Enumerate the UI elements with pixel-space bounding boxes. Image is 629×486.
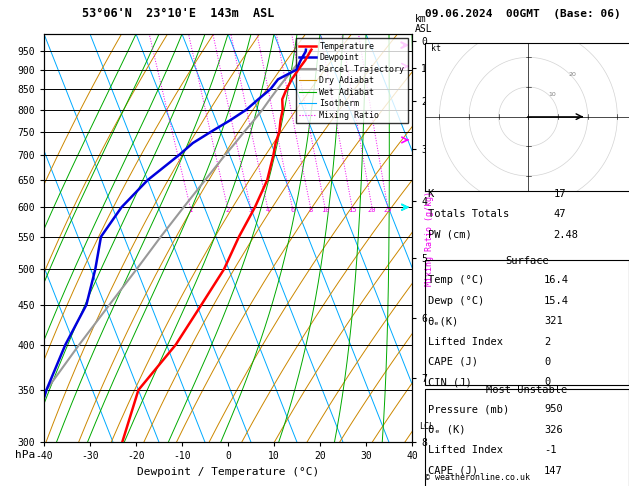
Text: 147: 147	[544, 466, 563, 476]
Text: © weatheronline.co.uk: © weatheronline.co.uk	[425, 473, 530, 482]
X-axis label: Dewpoint / Temperature (°C): Dewpoint / Temperature (°C)	[137, 467, 319, 477]
Text: 0: 0	[544, 378, 550, 387]
Text: Surface: Surface	[505, 257, 548, 266]
Text: 8: 8	[308, 207, 313, 213]
Text: 6: 6	[290, 207, 294, 213]
Text: Dewp (°C): Dewp (°C)	[428, 296, 484, 306]
Text: 321: 321	[544, 316, 563, 326]
Text: CIN (J): CIN (J)	[428, 378, 472, 387]
Text: kt: kt	[430, 44, 440, 53]
Text: Most Unstable: Most Unstable	[486, 385, 567, 396]
Text: Lifted Index: Lifted Index	[428, 337, 503, 347]
Text: ASL: ASL	[415, 24, 433, 34]
Text: θₑ (K): θₑ (K)	[428, 425, 465, 435]
Text: 2: 2	[544, 337, 550, 347]
Text: 326: 326	[544, 425, 563, 435]
Text: CAPE (J): CAPE (J)	[428, 357, 477, 367]
Text: 10: 10	[548, 92, 556, 98]
Text: 20: 20	[368, 207, 376, 213]
Text: CAPE (J): CAPE (J)	[428, 466, 477, 476]
Text: 17: 17	[554, 189, 566, 199]
Text: km: km	[415, 14, 427, 24]
Text: PW (cm): PW (cm)	[428, 230, 472, 240]
Text: Mixing Ratio (g/kg): Mixing Ratio (g/kg)	[425, 191, 434, 286]
Text: LCL: LCL	[420, 422, 435, 431]
Text: 15.4: 15.4	[544, 296, 569, 306]
Text: 15: 15	[348, 207, 356, 213]
Text: Lifted Index: Lifted Index	[428, 445, 503, 455]
Text: hPa: hPa	[14, 451, 35, 460]
Text: 2: 2	[225, 207, 230, 213]
Text: θₑ(K): θₑ(K)	[428, 316, 459, 326]
Text: 47: 47	[554, 209, 566, 219]
Text: 16.4: 16.4	[544, 276, 569, 285]
Text: 20: 20	[569, 72, 577, 77]
Legend: Temperature, Dewpoint, Parcel Trajectory, Dry Adiabat, Wet Adiabat, Isotherm, Mi: Temperature, Dewpoint, Parcel Trajectory…	[296, 38, 408, 123]
Text: Temp (°C): Temp (°C)	[428, 276, 484, 285]
Text: Totals Totals: Totals Totals	[428, 209, 509, 219]
Text: 53°06'N  23°10'E  143m  ASL: 53°06'N 23°10'E 143m ASL	[82, 7, 274, 20]
Text: 0: 0	[544, 357, 550, 367]
Text: 950: 950	[544, 404, 563, 415]
Text: Pressure (mb): Pressure (mb)	[428, 404, 509, 415]
Text: 1: 1	[188, 207, 192, 213]
Text: 2.48: 2.48	[554, 230, 579, 240]
Text: 10: 10	[321, 207, 329, 213]
Text: 25: 25	[384, 207, 392, 213]
Text: -1: -1	[544, 445, 557, 455]
Text: 3: 3	[248, 207, 253, 213]
Text: 09.06.2024  00GMT  (Base: 06): 09.06.2024 00GMT (Base: 06)	[425, 9, 620, 19]
Text: 4: 4	[265, 207, 270, 213]
Text: K: K	[428, 189, 434, 199]
